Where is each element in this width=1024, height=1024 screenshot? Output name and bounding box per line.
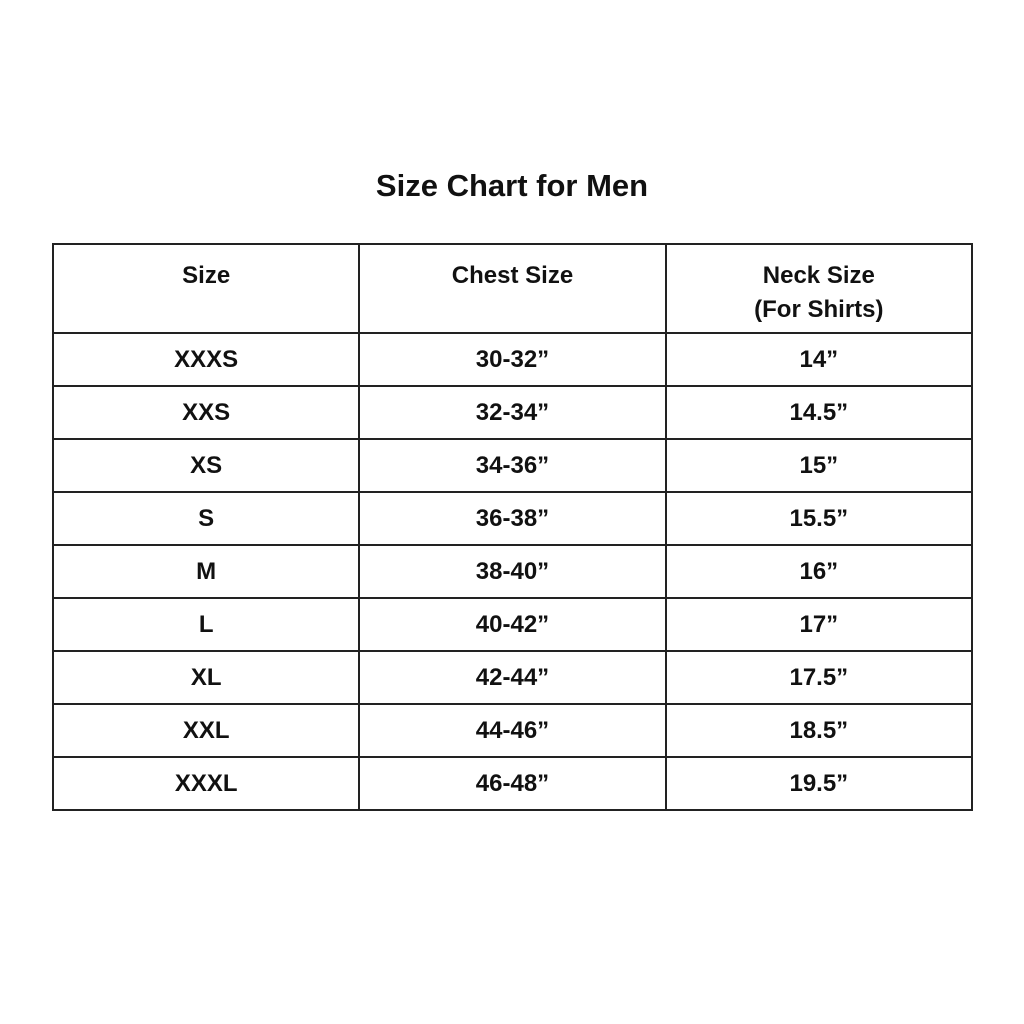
- header-size: Size: [51, 243, 361, 334]
- cell-size: L: [51, 597, 361, 652]
- cell-neck: 17”: [664, 597, 974, 652]
- cell-size: M: [51, 544, 361, 599]
- cell-neck: 19.5”: [664, 756, 974, 811]
- header-chest-size: Chest Size: [358, 243, 667, 334]
- cell-size: XXS: [51, 385, 361, 440]
- cell-size: XXL: [51, 703, 361, 758]
- table-row: XXXS 30-32” 14”: [51, 332, 974, 387]
- cell-chest: 32-34”: [358, 385, 667, 440]
- cell-size: S: [51, 491, 361, 546]
- cell-neck: 16”: [664, 544, 974, 599]
- header-neck-size: Neck Size (For Shirts): [664, 243, 974, 334]
- table-row: M 38-40” 16”: [51, 544, 974, 599]
- header-neck-label: Neck Size: [762, 262, 875, 289]
- cell-neck: 14.5”: [664, 385, 974, 440]
- cell-chest: 34-36”: [358, 438, 667, 493]
- cell-size: XXXS: [51, 332, 361, 387]
- cell-neck: 15.5”: [664, 491, 974, 546]
- table-row: L 40-42” 17”: [51, 597, 974, 652]
- cell-size: XL: [51, 650, 361, 705]
- header-row: Size Chest Size Neck Size (For Shirts): [51, 243, 974, 334]
- cell-chest: 46-48”: [358, 756, 667, 811]
- table-row: XXL 44-46” 18.5”: [51, 703, 974, 758]
- cell-neck: 18.5”: [664, 703, 974, 758]
- table-row: S 36-38” 15.5”: [51, 491, 974, 546]
- table-row: XXS 32-34” 14.5”: [51, 385, 974, 440]
- table-row: XXXL 46-48” 19.5”: [51, 756, 974, 811]
- page-title: Size Chart for Men: [375, 168, 649, 203]
- size-chart-table: Size Chest Size Neck Size (For Shirts) X…: [51, 243, 974, 811]
- cell-neck: 15”: [664, 438, 974, 493]
- cell-chest: 42-44”: [358, 650, 667, 705]
- cell-chest: 36-38”: [358, 491, 667, 546]
- cell-neck: 17.5”: [664, 650, 974, 705]
- cell-chest: 30-32”: [358, 332, 667, 387]
- header-neck-sublabel: (For Shirts): [754, 296, 884, 323]
- cell-size: XXXL: [51, 756, 361, 811]
- cell-neck: 14”: [664, 332, 974, 387]
- cell-chest: 38-40”: [358, 544, 667, 599]
- table-row: XL 42-44” 17.5”: [51, 650, 974, 705]
- cell-chest: 40-42”: [358, 597, 667, 652]
- cell-size: XS: [51, 438, 361, 493]
- table-row: XS 34-36” 15”: [51, 438, 974, 493]
- cell-chest: 44-46”: [358, 703, 667, 758]
